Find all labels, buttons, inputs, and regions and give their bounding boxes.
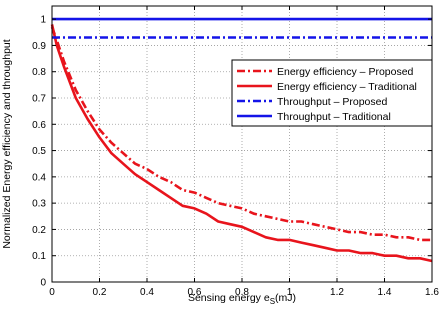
x-tick-label: 0.6 [188,287,202,298]
y-tick-label: 0.6 [32,120,46,131]
legend-label: Throughput – Proposed [277,96,387,108]
x-axis-label-main: Sensing energy e [188,292,270,304]
series-lines [50,17,433,263]
y-tick-label: 0.9 [32,41,46,52]
x-axis-label-subscript: S [270,297,275,306]
y-tick-label: 1 [40,15,46,26]
x-tick-label: 1 [287,287,293,298]
x-tick-label: 0.8 [235,287,249,298]
legend: Energy efficiency – Proposed Energy effic… [231,59,433,127]
y-tick-label: 0 [40,278,46,289]
y-tick-label: 0.4 [32,172,46,183]
x-tick-label: 0.4 [140,287,154,298]
series-line-1 [50,26,432,242]
y-axis-label: Normalized Energy efficiency and through… [1,39,13,248]
axis-ticks: 0 0.2 0.4 0.6 0.8 1 1.2 1.4 1.6 0 0.1 0.2 0.3 0.4 0.5 0… [32,6,439,298]
x-axis-label-unit: (mJ) [275,292,296,304]
y-tick-label: 0.5 [32,146,46,157]
x-tick-label: 0 [49,287,55,298]
series-line-2 [50,24,433,263]
x-axis-label: Sensing energy eS(mJ) [188,292,296,306]
x-tick-label: 1.2 [330,287,344,298]
x-tick-label: 0.2 [93,287,107,298]
y-tick-label: 0.8 [32,67,46,78]
y-tick-label: 0.2 [32,225,46,236]
legend-label: Energy efficiency – Traditional [277,81,417,93]
legend-label: Throughput – Traditional [277,111,391,123]
x-tick-label: 1.4 [378,287,392,298]
y-tick-label: 0.7 [32,94,46,105]
x-tick-label: 1.6 [425,287,439,298]
y-tick-label: 0.3 [32,199,46,210]
legend-label: Energy efficiency – Proposed [277,66,414,78]
y-tick-label: 0.1 [32,251,46,262]
